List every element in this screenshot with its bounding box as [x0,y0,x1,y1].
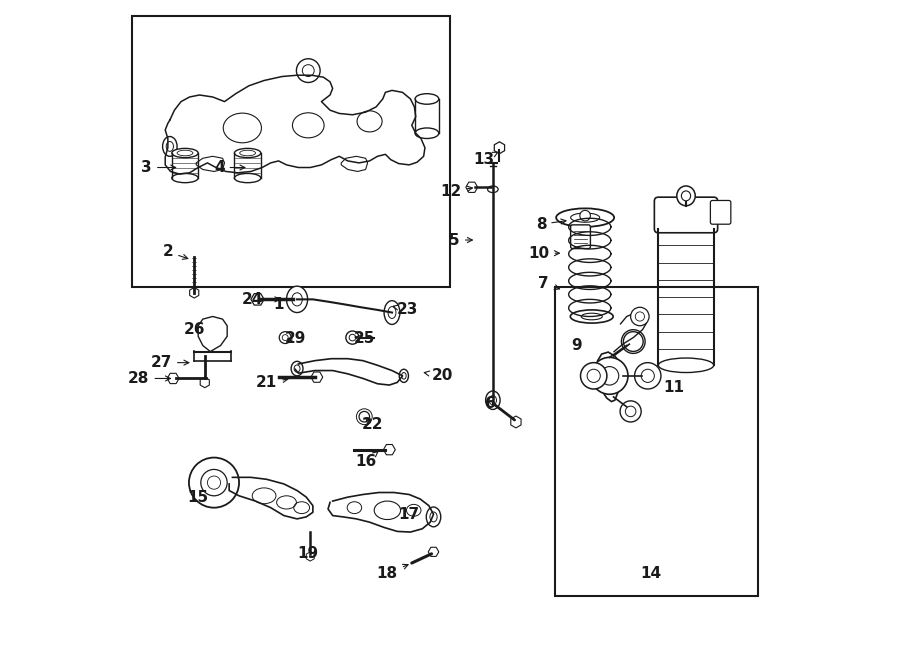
Circle shape [631,307,649,326]
Text: 23: 23 [393,303,419,317]
Ellipse shape [359,411,370,422]
Text: 15: 15 [187,490,209,504]
Circle shape [621,330,645,354]
Ellipse shape [286,286,308,312]
Text: 27: 27 [150,355,189,370]
Text: 16: 16 [355,451,379,469]
Bar [555,287,758,596]
Text: 6: 6 [485,396,496,411]
Ellipse shape [427,507,441,527]
Text: 3: 3 [141,160,176,175]
Ellipse shape [677,186,695,206]
Text: 4: 4 [214,160,245,175]
Text: 26: 26 [184,322,205,337]
Text: 20: 20 [424,368,453,383]
Text: 28: 28 [128,371,170,386]
Ellipse shape [488,186,498,193]
Text: 25: 25 [354,332,375,346]
Text: 19: 19 [298,546,319,561]
FancyBboxPatch shape [654,197,717,233]
Bar [131,16,450,287]
Text: 1: 1 [274,297,284,312]
Circle shape [624,332,644,352]
Text: 9: 9 [572,338,582,353]
Text: 13: 13 [473,152,498,167]
Polygon shape [198,316,227,352]
Circle shape [580,363,607,389]
Text: 11: 11 [663,379,685,395]
Ellipse shape [486,391,500,410]
Circle shape [580,211,590,221]
Circle shape [620,401,641,422]
Ellipse shape [556,209,614,227]
Text: 7: 7 [538,276,560,291]
Ellipse shape [571,310,613,323]
Text: 8: 8 [536,216,566,232]
Text: 2: 2 [163,244,188,260]
Ellipse shape [658,358,714,373]
Text: 10: 10 [528,246,560,261]
Ellipse shape [172,148,198,158]
Text: 24: 24 [241,292,280,307]
Circle shape [189,457,239,508]
Ellipse shape [400,369,409,383]
Ellipse shape [384,301,400,324]
Ellipse shape [172,173,198,183]
Text: 5: 5 [449,232,473,248]
Text: 29: 29 [284,332,306,346]
Text: 18: 18 [377,564,408,581]
FancyBboxPatch shape [710,201,731,224]
Circle shape [634,363,661,389]
Text: 17: 17 [399,507,419,522]
Text: 12: 12 [441,184,472,199]
Ellipse shape [234,173,261,183]
Text: 14: 14 [641,566,662,581]
Circle shape [591,357,628,395]
Polygon shape [597,352,623,402]
Ellipse shape [346,331,359,344]
FancyBboxPatch shape [571,225,590,249]
Ellipse shape [291,361,303,376]
Ellipse shape [234,148,261,158]
Ellipse shape [279,332,291,344]
Text: 22: 22 [362,417,383,432]
Text: 21: 21 [256,375,288,390]
